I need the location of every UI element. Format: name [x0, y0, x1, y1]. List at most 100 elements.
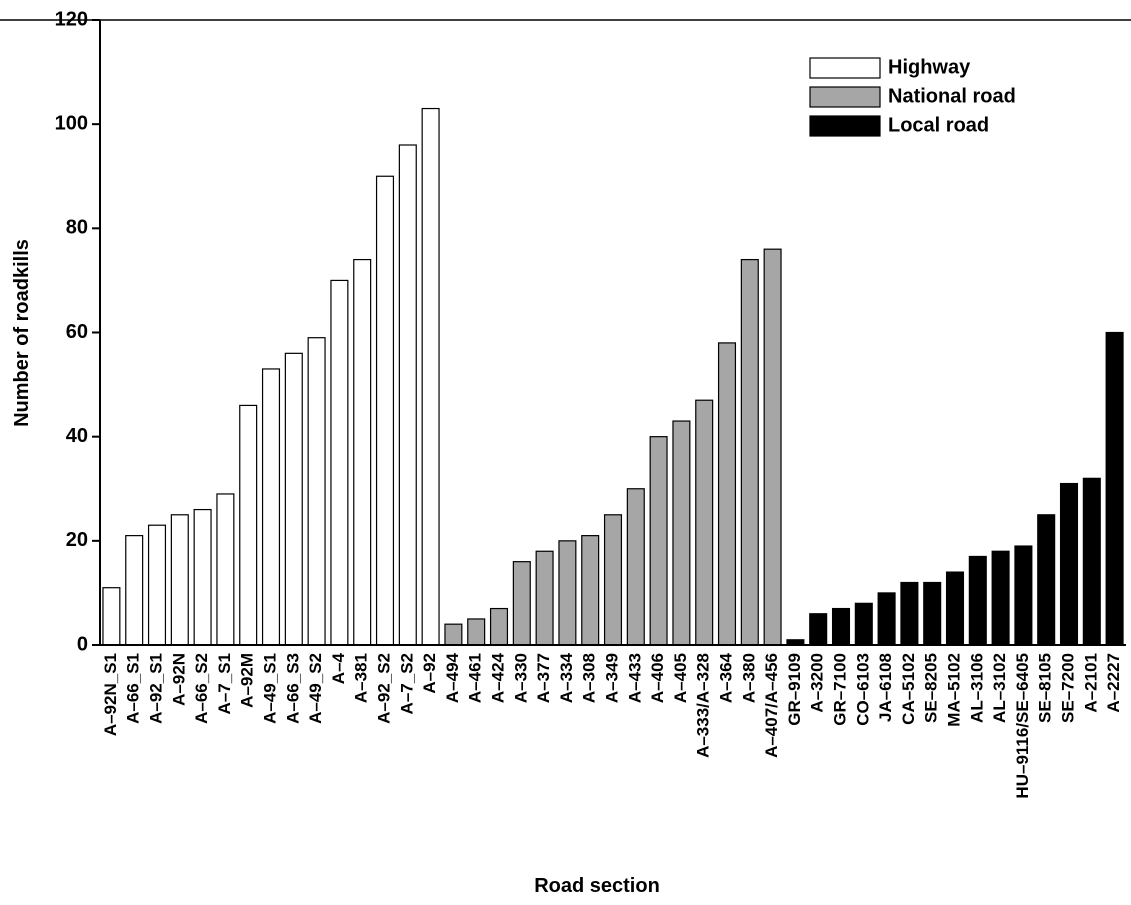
legend-swatch	[809, 86, 881, 108]
bar	[558, 540, 577, 646]
bar	[1082, 477, 1101, 646]
bar	[261, 368, 281, 646]
bar	[581, 535, 600, 646]
x-tick-label: A–407/A–456	[762, 653, 781, 758]
bar	[421, 107, 440, 646]
bar	[193, 508, 212, 646]
bar	[1105, 331, 1124, 646]
bar	[695, 399, 714, 646]
y-tick-label: 60	[66, 321, 88, 343]
bar	[512, 561, 531, 646]
x-tick-label: A–364	[716, 652, 735, 703]
legend-label: Highway	[888, 56, 971, 78]
x-tick-label: A–333/A–328	[694, 653, 713, 758]
bar	[649, 436, 668, 646]
bar	[672, 420, 691, 646]
x-tick-label: A–66_S1	[124, 653, 143, 724]
x-tick-label: GR–9109	[785, 653, 804, 726]
legend-swatch	[809, 115, 881, 137]
x-tick-label: A–3200	[808, 653, 827, 713]
bar	[900, 581, 919, 646]
x-tick-label: A–381	[352, 653, 371, 703]
x-tick-label: A–66_S2	[192, 653, 211, 724]
bar	[717, 342, 737, 646]
bar	[353, 258, 372, 646]
x-tick-label: AL–3106	[967, 653, 986, 723]
x-tick-label: A–7_S1	[215, 653, 234, 714]
x-tick-label: A–49_S1	[260, 653, 279, 724]
x-tick-label: CO–6103	[853, 653, 872, 726]
bar	[375, 175, 395, 646]
x-tick-label: A–92_S1	[146, 653, 165, 724]
bar	[307, 337, 326, 646]
bar	[216, 493, 235, 646]
x-tick-label: A–66_S3	[283, 653, 302, 724]
bar	[444, 623, 463, 646]
x-tick-label: CA–5102	[899, 653, 918, 725]
legend-label: National road	[888, 85, 1016, 107]
bar	[102, 587, 121, 646]
x-tick-label: A–92N_S1	[101, 653, 120, 736]
bar	[603, 514, 623, 646]
x-tick-label: A–380	[739, 653, 758, 703]
x-tick-label: A–2101	[1081, 653, 1100, 713]
bar	[740, 258, 759, 646]
bar	[991, 550, 1010, 646]
x-tick-label: A–349	[602, 653, 621, 703]
x-tick-label: A–308	[580, 653, 599, 703]
x-tick-label: AL–3102	[990, 653, 1009, 723]
bar	[1037, 514, 1056, 646]
x-tick-label: A–7_S2	[397, 653, 416, 714]
x-tick-label: A–377	[534, 653, 553, 703]
bar	[330, 279, 349, 646]
x-tick-label: GR–7100	[830, 653, 849, 726]
bar	[535, 550, 554, 646]
x-tick-label: A–92	[420, 653, 439, 694]
bar	[1014, 545, 1033, 646]
x-tick-label: MA–5102	[944, 653, 963, 727]
x-tick-label: A–49_S2	[306, 653, 325, 724]
y-tick-label: 100	[55, 112, 88, 134]
x-tick-label: A–405	[671, 653, 690, 703]
x-tick-label: A–92_S2	[374, 653, 393, 724]
x-tick-label: A–92M	[238, 653, 257, 708]
legend-swatch	[809, 57, 881, 79]
x-tick-label: SE–8205	[922, 653, 941, 723]
x-tick-label: A–433	[625, 653, 644, 703]
bar	[147, 524, 167, 646]
bar	[1059, 482, 1079, 646]
x-tick-label: JA–6108	[876, 653, 895, 722]
x-tick-label: A–330	[511, 653, 530, 703]
x-tick-label: A–424	[488, 652, 507, 703]
bar	[284, 352, 303, 646]
y-tick-label: 20	[66, 529, 88, 551]
x-axis-title: Road section	[534, 875, 660, 897]
bar	[239, 404, 258, 646]
y-tick-label: 0	[77, 633, 88, 655]
y-axis-title: Number of roadkills	[11, 239, 33, 427]
x-tick-label: A–92N	[169, 653, 188, 706]
bar	[854, 602, 873, 646]
x-tick-label: SE–7200	[1058, 653, 1077, 723]
bar	[968, 555, 987, 646]
bar	[923, 581, 942, 646]
x-tick-label: HU–9116/SE–6405	[1013, 653, 1032, 799]
bar	[398, 144, 417, 646]
x-tick-label: SE–8105	[1036, 653, 1055, 723]
x-tick-label: A–334	[557, 652, 576, 703]
bar	[809, 613, 828, 646]
bar	[170, 514, 189, 646]
bar	[763, 248, 782, 646]
x-tick-label: A–461	[466, 653, 485, 703]
bar	[831, 607, 851, 646]
bar	[877, 592, 896, 646]
x-tick-label: A–406	[648, 653, 667, 703]
legend-label: Local road	[888, 114, 989, 136]
bar	[945, 571, 965, 646]
y-tick-label: 80	[66, 217, 88, 239]
bar	[489, 607, 509, 646]
x-tick-label: A–494	[443, 652, 462, 703]
x-tick-label: A–4	[329, 652, 348, 684]
y-tick-label: 40	[66, 425, 88, 447]
